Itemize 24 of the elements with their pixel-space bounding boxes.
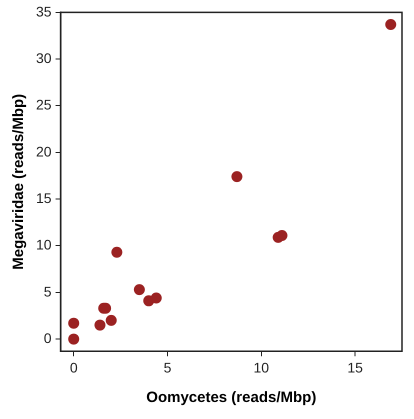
point	[385, 19, 396, 30]
y-tick-label: 30	[36, 50, 52, 66]
y-tick-label: 5	[44, 283, 52, 300]
y-tick-label: 25	[36, 96, 52, 113]
point	[134, 284, 145, 296]
point	[68, 334, 80, 345]
x-axis-title: Oomycetes (reads/Mbp)	[146, 389, 316, 406]
x-tick-label: 0	[70, 359, 78, 376]
point	[231, 171, 242, 182]
y-tick-label: 0	[44, 330, 52, 346]
point	[276, 230, 288, 241]
point	[94, 320, 106, 331]
y-tick-label: 35	[36, 3, 52, 20]
y-tick-label: 20	[36, 143, 52, 160]
point	[106, 314, 117, 326]
point	[111, 246, 122, 258]
y-tick-label: 10	[36, 236, 52, 253]
x-tick-label: 5	[164, 359, 172, 376]
x-tick-label: 15	[347, 359, 364, 376]
point	[150, 292, 162, 304]
y-tick-label: 15	[36, 190, 52, 206]
y-axis-title: Megaviridae (reads/Mbp)	[10, 94, 28, 270]
point	[68, 318, 80, 329]
x-tick-label: 10	[254, 359, 270, 376]
